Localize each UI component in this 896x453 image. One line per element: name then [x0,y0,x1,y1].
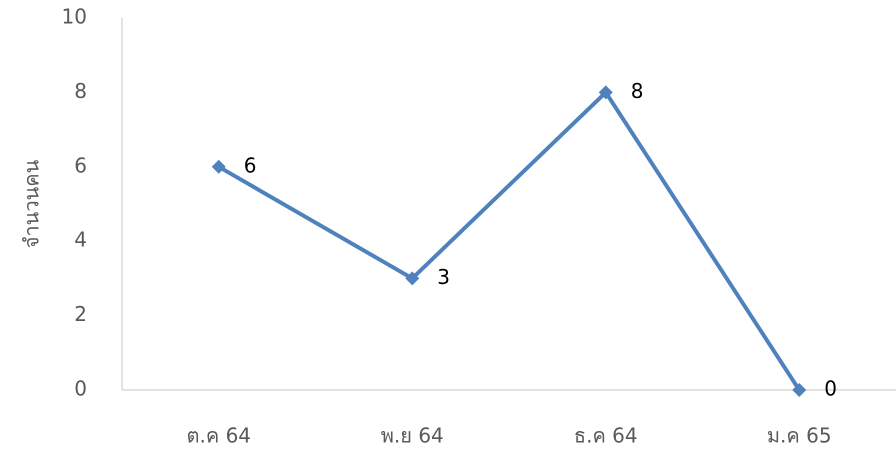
x-tick-label: ม.ค 65 [767,424,832,448]
data-label: 3 [437,265,450,289]
data-label: 6 [244,153,257,177]
series-group: 6 3 8 0 [211,79,837,401]
y-axis-label: จำนวนคน [20,159,44,248]
y-tick-label: 2 [74,302,87,326]
y-tick-label: 8 [74,79,87,103]
x-tick-label: ต.ค 64 [186,424,251,448]
data-point-marker [405,271,420,286]
y-tick-label: 6 [74,153,87,177]
data-label: 0 [824,377,837,401]
y-tick-label: 4 [74,228,87,252]
data-point-marker [598,85,613,100]
x-tick-label: พ.ย 64 [381,424,444,448]
y-tick-label: 10 [62,5,87,29]
x-tick-labels: ต.ค 64 พ.ย 64 ธ.ค 64 ม.ค 65 [186,424,831,448]
y-tick-label: 0 [74,377,87,401]
data-point-marker [792,383,807,397]
series-line [217,90,801,392]
data-label: 8 [631,79,644,103]
x-tick-label: ธ.ค 64 [574,424,638,448]
data-point-marker [211,159,226,174]
y-tick-labels: 0 2 4 6 8 10 [62,5,87,401]
